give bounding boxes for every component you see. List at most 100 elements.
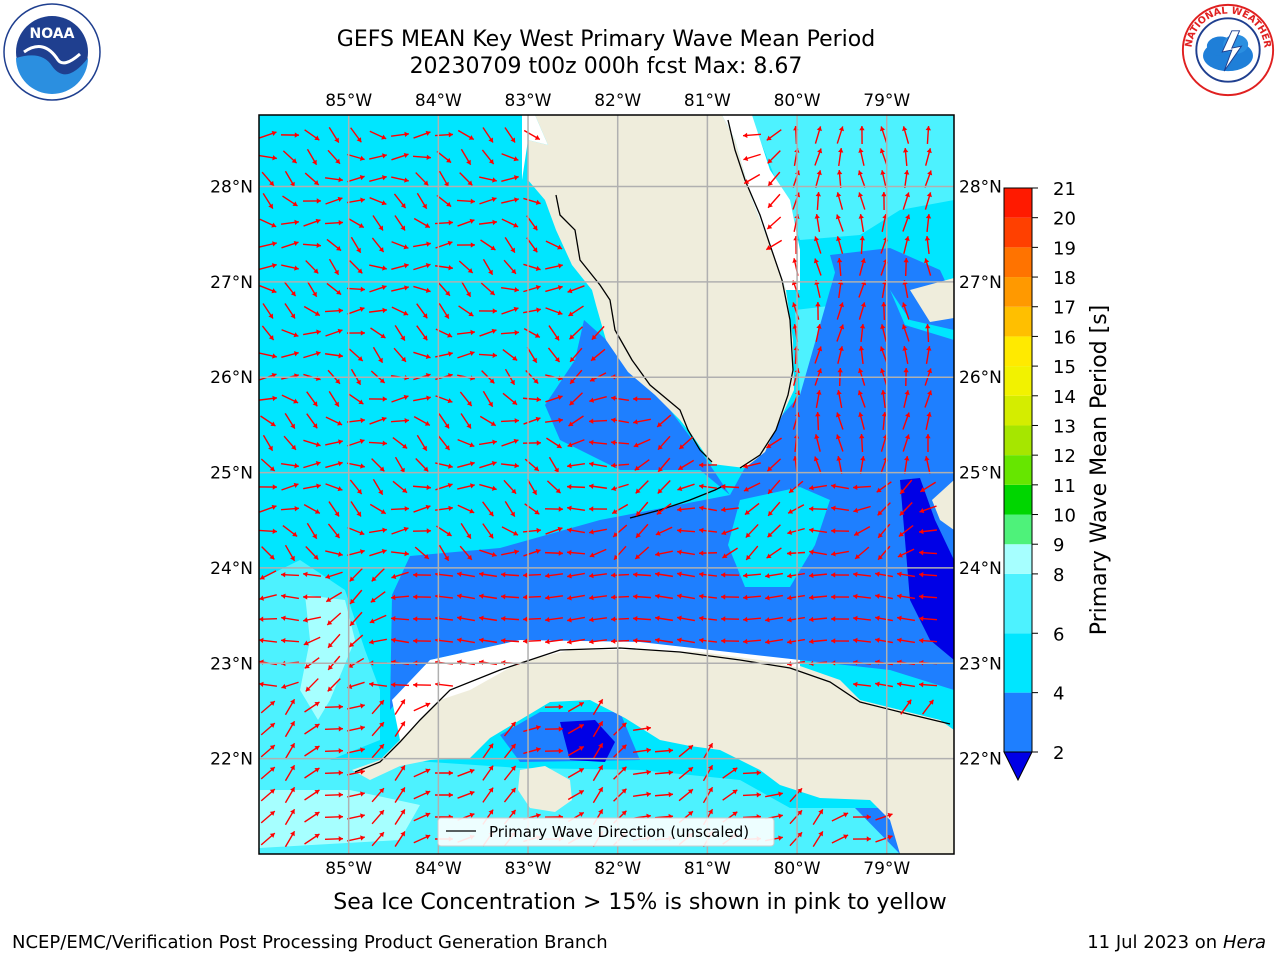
wave-arrow <box>592 742 604 760</box>
wave-arrow <box>500 418 520 424</box>
colorbar-bin <box>1004 306 1032 337</box>
wave-arrow <box>391 306 409 316</box>
wave-arrow <box>742 572 762 579</box>
wave-arrow <box>610 616 630 622</box>
wave-arrow <box>853 525 871 537</box>
wave-arrow <box>306 148 318 166</box>
wave-arrow <box>830 528 850 534</box>
wave-arrow <box>390 506 410 512</box>
wave-arrow <box>503 743 517 759</box>
wave-arrow <box>391 526 409 535</box>
wave-arrow <box>304 811 320 823</box>
wave-arrow <box>918 637 938 644</box>
wave-arrow <box>501 197 519 204</box>
colorbar-bin <box>1004 573 1032 634</box>
wave-arrow <box>880 389 887 409</box>
wave-arrow <box>414 546 430 560</box>
wave-arrow <box>610 395 630 402</box>
wave-arrow <box>259 681 278 688</box>
wave-arrow <box>789 831 803 847</box>
wave-arrow <box>592 720 604 738</box>
wave-arrow <box>813 236 822 254</box>
wave-arrow <box>482 787 494 803</box>
wave-arrow <box>324 748 344 754</box>
wave-arrow <box>328 258 340 276</box>
colorbar-bin <box>1004 425 1032 456</box>
wave-arrow <box>500 571 520 578</box>
wave-arrow <box>280 219 300 226</box>
wave-arrow <box>500 286 520 293</box>
colorbar-tick-label: 9 <box>1053 535 1064 556</box>
wave-arrow <box>371 743 385 759</box>
wave-arrow <box>284 303 296 319</box>
wave-arrow <box>325 483 343 492</box>
wave-arrow <box>303 504 321 514</box>
wave-arrow <box>722 547 738 559</box>
wave-arrow <box>611 503 629 515</box>
wave-arrow <box>766 129 782 141</box>
colorbar-tick-label: 14 <box>1053 387 1076 408</box>
wave-arrow <box>347 175 365 183</box>
wave-arrow <box>371 787 385 803</box>
wave-arrow <box>369 503 387 515</box>
wave-arrow <box>523 416 541 425</box>
wave-arrow <box>857 192 866 210</box>
lat-tick-label-right: 26°N <box>959 368 1002 388</box>
wave-arrow <box>632 747 652 753</box>
wave-arrow <box>325 416 343 426</box>
colorbar-bin <box>1004 188 1032 218</box>
wave-arrow <box>918 615 938 622</box>
wave-arrow <box>925 323 931 343</box>
wave-arrow <box>303 483 321 490</box>
wave-arrow <box>391 571 409 579</box>
wave-arrow <box>720 594 740 600</box>
wave-arrow <box>416 192 428 210</box>
wave-arrow <box>544 639 564 645</box>
wave-arrow <box>875 834 893 843</box>
wave-arrow <box>456 329 476 336</box>
wave-arrow <box>545 307 563 316</box>
wave-arrow <box>522 638 542 644</box>
lat-tick-label-left: 27°N <box>210 273 253 293</box>
wave-arrow <box>567 638 585 645</box>
wave-arrow <box>875 812 893 821</box>
wave-arrow <box>457 483 475 490</box>
wave-arrow <box>547 347 561 363</box>
wave-arrow <box>480 282 496 296</box>
wave-arrow <box>836 257 843 277</box>
wave-arrow <box>305 260 319 274</box>
wave-arrow <box>881 301 887 321</box>
footer-date: 11 Jul 2023 on Hera <box>1087 932 1266 953</box>
wave-arrow <box>369 614 387 624</box>
wave-arrow <box>501 438 519 447</box>
noaa-logo-text: NOAA <box>30 26 75 42</box>
wave-arrow <box>371 237 385 253</box>
wave-arrow <box>545 240 563 250</box>
wave-arrow <box>346 286 366 292</box>
wave-arrow <box>589 396 607 403</box>
wave-arrow <box>370 591 386 603</box>
wave-arrow <box>633 438 651 448</box>
wave-arrow <box>610 572 630 578</box>
wave-arrow <box>390 682 410 688</box>
wave-arrow <box>371 568 385 582</box>
wave-arrow <box>592 764 604 782</box>
wave-arrow <box>545 526 563 535</box>
wave-arrow <box>500 615 520 622</box>
wave-arrow <box>369 549 387 557</box>
wave-arrow <box>347 835 365 842</box>
wave-arrow <box>858 302 866 320</box>
wave-arrow <box>394 456 406 474</box>
wave-arrow <box>325 591 343 603</box>
wave-arrow <box>281 264 299 271</box>
wave-arrow <box>903 390 910 408</box>
lat-tick-label-left: 23°N <box>210 654 253 674</box>
wave-arrow <box>815 301 821 321</box>
wave-arrow <box>394 809 406 825</box>
wave-arrow <box>284 544 296 562</box>
chart-subtitle: 20230709 t00z 000h fcst Max: 8.67 <box>409 54 803 79</box>
wave-arrow <box>676 527 696 534</box>
wave-arrow <box>830 638 850 644</box>
wave-arrow <box>349 589 363 605</box>
wave-arrow <box>303 218 321 227</box>
